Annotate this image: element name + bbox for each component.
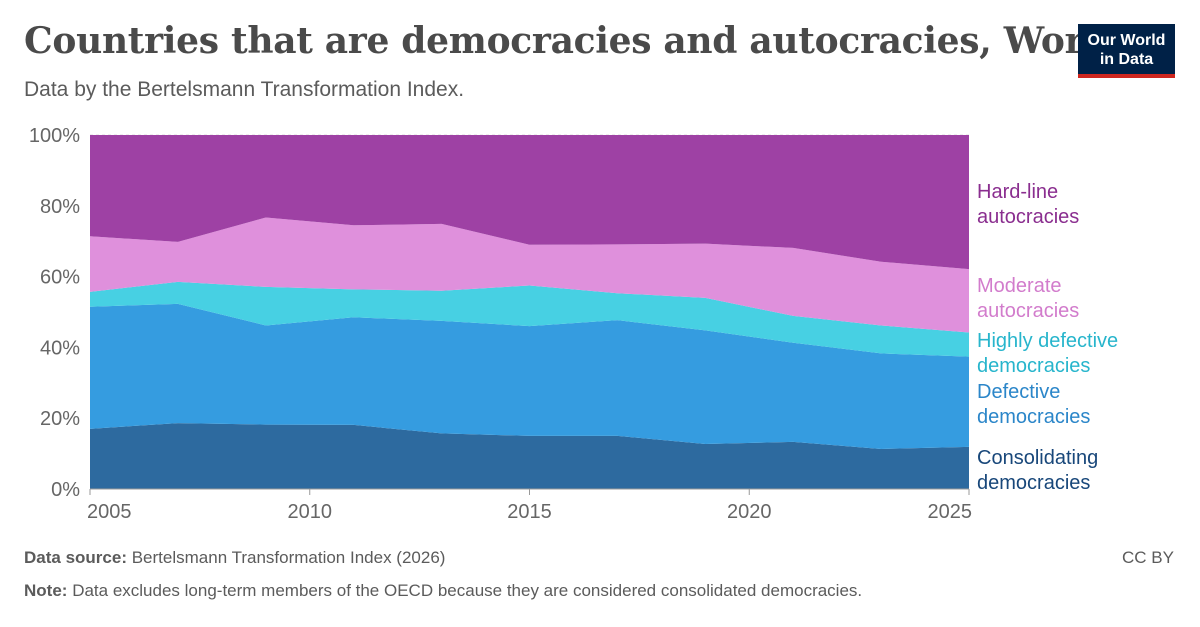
y-tick-label: 20% (40, 408, 80, 430)
series-label-line: democracies (977, 472, 1090, 494)
x-tick-label: 2020 (727, 501, 772, 523)
series-label-line: Consolidating (977, 447, 1098, 469)
data-source-label: Data source: (24, 548, 127, 567)
series-label-defective-democracies[interactable]: Defective democracies (977, 381, 1090, 428)
area-highly-defective-democracies[interactable] (90, 281, 969, 357)
y-tick-label: 0% (51, 479, 80, 501)
series-label-line: democracies (977, 355, 1090, 377)
note-text: Data excludes long-term members of the O… (72, 581, 863, 600)
series-labels: Consolidating democracies Defective democra… (977, 181, 1118, 494)
series-label-consolidating-democracies[interactable]: Consolidating democracies (977, 447, 1098, 494)
series-label-line: Defective (977, 381, 1060, 403)
area-defective-democracies[interactable] (90, 303, 969, 449)
series-label-moderate-autocracies[interactable]: Moderate autocracies (977, 275, 1079, 322)
x-tick-label: 2015 (507, 501, 552, 523)
y-tick-label: 100% (29, 125, 80, 147)
series-label-line: Highly defective (977, 330, 1118, 352)
chart-title: Countries that are democracies and autoc… (24, 20, 1122, 62)
x-axis: 2005 2010 2015 2020 2025 (87, 488, 973, 523)
note: Note: Data excludes long-term members of… (24, 581, 862, 601)
chart-subtitle: Data by the Bertelsmann Transformation I… (24, 78, 465, 101)
series-label-line: Hard-line (977, 181, 1058, 203)
series-label-highly-defective-democracies[interactable]: Highly defective democracies (977, 330, 1118, 377)
area-consolidating-democracies[interactable] (90, 423, 969, 489)
y-tick-label: 60% (40, 267, 80, 289)
owid-logo[interactable]: Our World in Data (1078, 24, 1175, 78)
data-source: Data source: Bertelsmann Transformation … (24, 548, 445, 568)
area-series (90, 135, 969, 489)
y-tick-label: 40% (40, 337, 80, 359)
logo-line-1: Our World (1087, 32, 1166, 49)
area-hard-line-autocracies[interactable] (90, 135, 969, 270)
logo-line-2: in Data (1099, 51, 1154, 68)
series-label-line: autocracies (977, 206, 1079, 228)
x-tick-label: 2025 (928, 501, 973, 523)
area-moderate-autocracies[interactable] (90, 217, 969, 333)
x-tick-label: 2005 (87, 501, 132, 523)
note-label: Note: (24, 581, 68, 600)
series-label-hard-line-autocracies[interactable]: Hard-line autocracies (977, 181, 1079, 228)
y-axis: 0% 20% 40% 60% 80% 100% (29, 125, 80, 501)
y-tick-label: 80% (40, 196, 80, 218)
series-label-line: autocracies (977, 300, 1079, 322)
license-link[interactable]: CC BY (1122, 548, 1174, 567)
data-source-text[interactable]: Bertelsmann Transformation Index (2026) (131, 548, 446, 567)
series-label-line: democracies (977, 406, 1090, 428)
series-label-line: Moderate (977, 275, 1062, 297)
x-tick-label: 2010 (288, 501, 333, 523)
